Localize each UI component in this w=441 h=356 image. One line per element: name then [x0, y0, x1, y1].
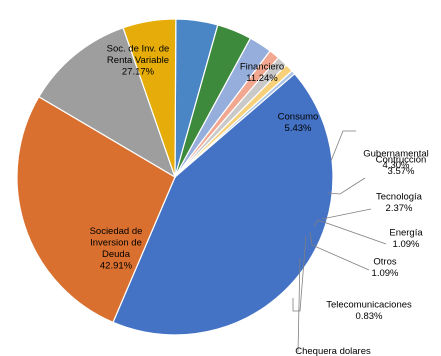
- slice-label-telecomunicaciones: Telecomunicaciones 0.83%: [326, 299, 412, 322]
- pie-slices: [16, 18, 334, 336]
- slice-label-consumo: Consumo 5.43%: [278, 111, 319, 134]
- slice-label-contruccion: Contrucción 3.57%: [376, 154, 427, 177]
- slice-label-financiero: Financiero 11.24%: [240, 61, 284, 84]
- leader-line-contruccion: [327, 177, 366, 195]
- pie-slice-sociedad-de-inversion-de-deuda: [112, 73, 334, 336]
- slice-label-gubernamental: Gubernamental 4.30%: [363, 148, 428, 171]
- leader-line-chequera-dolares: [297, 257, 301, 353]
- pie-labels: Gubernamental 4.30%Contrucción 3.57% Tecnol…: [90, 44, 429, 356]
- pie-slice-consumo: [122, 18, 177, 178]
- leader-line-energia: [313, 219, 387, 245]
- slice-label-otros: Otros 1.09%: [372, 256, 399, 279]
- leader-line-tecnologia: [321, 208, 372, 220]
- slice-label-tecnologia: Tecnología 2.37%: [376, 191, 423, 214]
- slice-label-soc-de-inv-de-renta-variable: Soc. de Inv. de Renta Variable 27.17%: [107, 44, 170, 78]
- slice-label-sociedad-de-inversion-de-deuda: Sociedad de Inversion de Deuda 42.91%: [90, 226, 143, 271]
- leader-line-telecomunicaciones: [292, 235, 307, 312]
- slice-label-energia: Energía 1.09%: [389, 227, 423, 250]
- pie-slice-soc-de-inv-de-renta-variable: [16, 95, 176, 324]
- leader-line-gubernamental: [330, 130, 356, 162]
- leader-line-otros: [309, 231, 370, 271]
- pie-slice-financiero: [38, 26, 177, 179]
- slice-label-chequera-dolares: Chequera dolares: [295, 346, 371, 356]
